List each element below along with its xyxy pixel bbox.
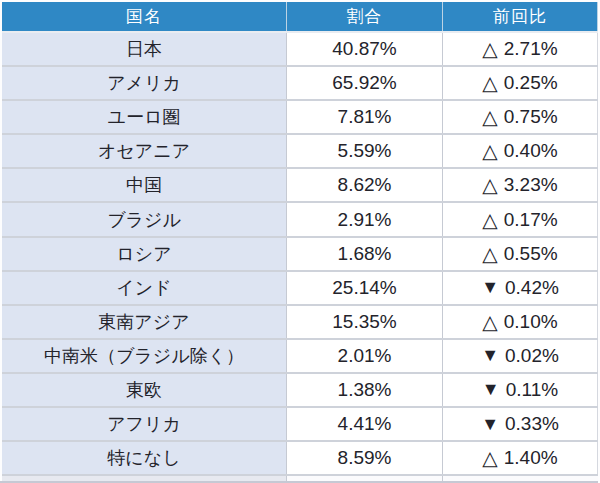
delta-cell: △ 0.75%	[443, 101, 598, 133]
delta-value: 0.40%	[504, 140, 558, 162]
table-row: アメリカ 65.92% △ 0.25%	[2, 67, 598, 101]
delta-direction-icon: ▼	[481, 345, 499, 366]
delta-cell: △ 1.40%	[443, 442, 598, 474]
delta-cell: △ 0.17%	[443, 203, 598, 235]
country-cell: オセアニア	[2, 135, 287, 167]
share-cell: 25.14%	[287, 272, 443, 304]
delta-value: 0.25%	[504, 72, 558, 94]
delta-cell: △ 0.40%	[443, 135, 598, 167]
share-cell: 1.68%	[287, 238, 443, 270]
share-cell: 8.62%	[287, 169, 443, 201]
country-cell: 中南米（ブラジル除く）	[2, 340, 287, 372]
share-cell: 7.81%	[287, 101, 443, 133]
table-row: 東南アジア 15.35% △ 0.10%	[2, 306, 598, 340]
delta-direction-icon: △	[482, 37, 497, 61]
delta-value: 0.55%	[504, 243, 558, 265]
delta-cell: △ 0.55%	[443, 238, 598, 270]
country-cell: ユーロ圏	[2, 101, 287, 133]
country-cell: アフリカ	[2, 408, 287, 440]
country-cell: 中国	[2, 169, 287, 201]
table-row: インド 25.14% ▼ 0.42%	[2, 272, 598, 306]
table-row: 中南米（ブラジル除く） 2.01% ▼ 0.02%	[2, 340, 598, 374]
delta-value: 0.10%	[504, 311, 558, 333]
delta-value: 0.17%	[504, 209, 558, 231]
country-cell: ロシア	[2, 238, 287, 270]
table-row: アフリカ 4.41% ▼ 0.33%	[2, 408, 598, 442]
table-header-row: 国名 割合 前回比	[2, 2, 598, 33]
delta-value: 0.75%	[504, 106, 558, 128]
table-row: ユーロ圏 7.81% △ 0.75%	[2, 101, 598, 135]
delta-cell: ▼ 0.11%	[443, 374, 598, 406]
delta-direction-icon: △	[482, 446, 497, 470]
delta-direction-icon: △	[482, 310, 497, 334]
share-cell: 4.41%	[287, 408, 443, 440]
share-cell: 1.38%	[287, 374, 443, 406]
table-row: 中国 8.62% △ 3.23%	[2, 169, 598, 203]
share-cell: 2.91%	[287, 203, 443, 235]
table-row: オセアニア 5.59% △ 0.40%	[2, 135, 598, 169]
share-cell: 5.59%	[287, 135, 443, 167]
country-cell: ブラジル	[2, 203, 287, 235]
delta-value: 0.42%	[505, 277, 559, 299]
delta-direction-icon: △	[482, 208, 497, 232]
delta-direction-icon: ▼	[482, 379, 500, 400]
delta-value: 0.02%	[505, 345, 559, 367]
country-cell: 東欧	[2, 374, 287, 406]
delta-direction-icon: △	[482, 139, 497, 163]
country-cell: アメリカ	[2, 67, 287, 99]
country-share-table: 国名 割合 前回比 日本 40.87% △ 2.71% アメリカ 65.92% …	[2, 2, 598, 483]
share-cell: 65.92%	[287, 67, 443, 99]
delta-cell: ▼ 0.33%	[443, 408, 598, 440]
delta-cell: △ 0.25%	[443, 67, 598, 99]
share-cell: 2.01%	[287, 340, 443, 372]
delta-direction-icon: △	[482, 71, 497, 95]
share-cell: 8.59%	[287, 442, 443, 474]
header-share: 割合	[287, 2, 443, 31]
country-cell: 東南アジア	[2, 306, 287, 338]
table-row: 東欧 1.38% ▼ 0.11%	[2, 374, 598, 408]
delta-value: 1.40%	[504, 447, 558, 469]
country-cell: 特になし	[2, 442, 287, 474]
delta-cell: △ 0.10%	[443, 306, 598, 338]
delta-direction-icon: △	[482, 105, 497, 129]
header-delta: 前回比	[443, 2, 598, 31]
delta-cell: △ 3.23%	[443, 169, 598, 201]
delta-cell: △ 2.71%	[443, 33, 598, 65]
share-cell: 15.35%	[287, 306, 443, 338]
delta-cell: ▼ 0.02%	[443, 340, 598, 372]
delta-direction-icon: ▼	[481, 277, 499, 298]
table-body: 日本 40.87% △ 2.71% アメリカ 65.92% △ 0.25% ユー…	[2, 33, 598, 476]
share-cell: 40.87%	[287, 33, 443, 65]
delta-value: 0.11%	[506, 379, 558, 401]
delta-direction-icon: △	[482, 242, 497, 266]
header-country: 国名	[2, 2, 287, 31]
delta-direction-icon: △	[482, 173, 497, 197]
delta-value: 2.71%	[504, 38, 558, 60]
country-cell: インド	[2, 272, 287, 304]
table-row: ロシア 1.68% △ 0.55%	[2, 238, 598, 272]
delta-value: 3.23%	[504, 174, 558, 196]
table-row: 日本 40.87% △ 2.71%	[2, 33, 598, 67]
delta-value: 0.33%	[505, 413, 559, 435]
delta-cell: ▼ 0.42%	[443, 272, 598, 304]
table-row: ブラジル 2.91% △ 0.17%	[2, 203, 598, 237]
table-row: 特になし 8.59% △ 1.40%	[2, 442, 598, 476]
country-cell: 日本	[2, 33, 287, 65]
delta-direction-icon: ▼	[481, 414, 499, 435]
